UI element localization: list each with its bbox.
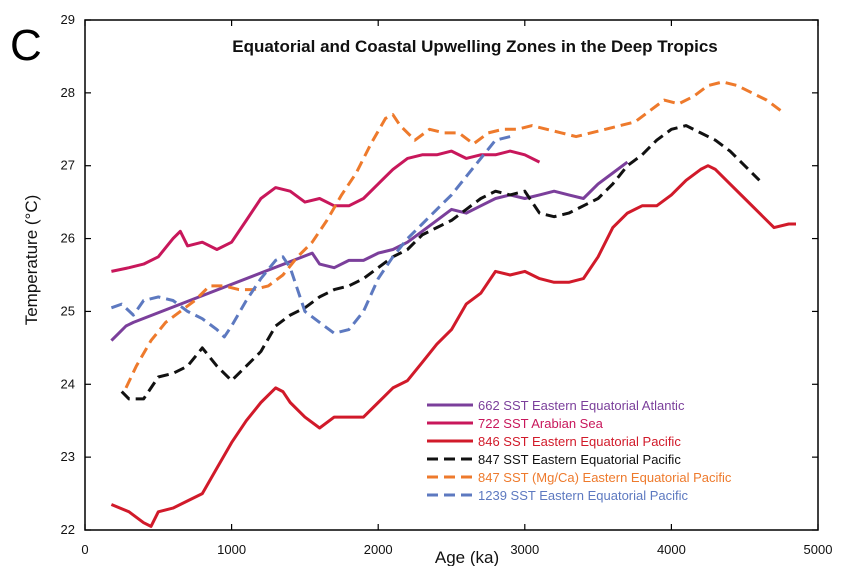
y-tick-label: 23 [61,449,75,464]
y-tick-label: 27 [61,158,75,173]
series-line-0 [110,160,629,342]
x-tick-label: 0 [81,542,88,557]
legend-label-2: 846 SST Eastern Equatorial Pacific [478,434,681,449]
x-tick-label: 3000 [510,542,539,557]
y-axis: 22 23 24 25 26 27 28 29 [61,12,818,537]
y-tick-label: 25 [61,303,75,318]
series-line-1 [111,149,541,273]
y-tick-label: 26 [61,231,75,246]
x-tick-label: 5000 [804,542,833,557]
x-axis-label: Age (ka) [435,548,499,566]
y-tick-label: 22 [61,522,75,537]
legend-label-0: 662 SST Eastern Equatorial Atlantic [478,398,685,413]
series-line-4 [124,80,783,389]
legend-label-1: 722 SST Arabian Sea [478,416,604,431]
series-layer [110,80,796,528]
x-tick-label: 1000 [217,542,246,557]
series-line-5 [110,135,511,339]
x-axis: 0 1000 2000 3000 4000 5000 [81,20,832,557]
plot-frame [84,19,819,531]
legend-label-4: 847 SST (Mg/Ca) Eastern Equatorial Pacif… [478,470,732,485]
x-tick-label: 4000 [657,542,686,557]
series-line-2 [110,164,796,528]
y-axis-label: Temperature (°C) [22,195,41,326]
legend: 662 SST Eastern Equatorial Atlantic 722 S… [427,398,732,503]
series-line-3 [120,124,761,401]
y-tick-label: 28 [61,85,75,100]
x-tick-label: 2000 [364,542,393,557]
y-tick-label: 29 [61,12,75,27]
legend-label-5: 1239 SST Eastern Equatorial Pacific [478,488,689,503]
y-tick-label: 24 [61,376,75,391]
panel-label: C [10,21,42,70]
chart-title: Equatorial and Coastal Upwelling Zones i… [232,37,718,56]
legend-label-3: 847 SST Eastern Equatorial Pacific [478,452,681,467]
